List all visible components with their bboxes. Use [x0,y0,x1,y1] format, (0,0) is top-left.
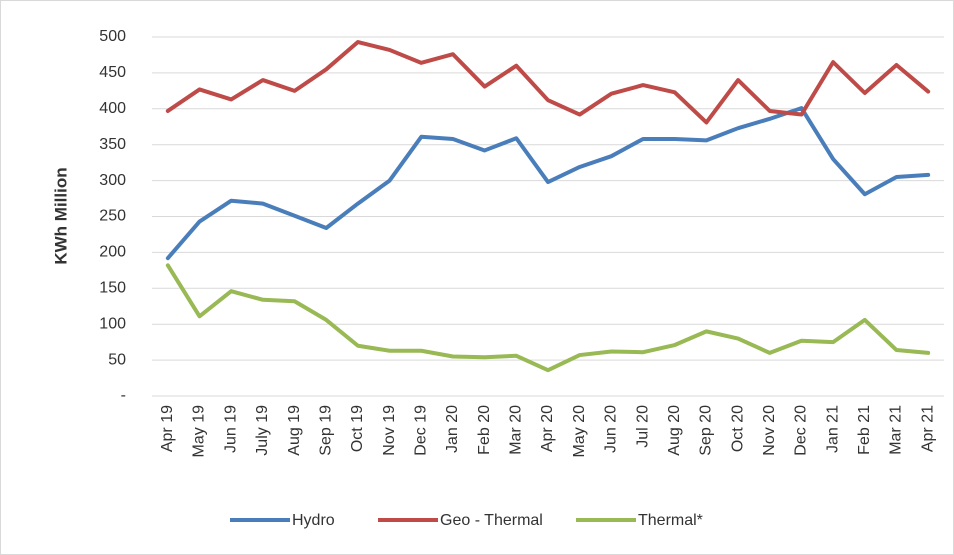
y-tick-label: 450 [99,64,126,81]
x-tick-label: May 19 [191,405,208,458]
y-tick-label: 150 [99,280,126,297]
x-tick-label: Oct 20 [729,405,746,452]
y-tick-label: 350 [99,136,126,153]
x-tick-label: July 19 [254,405,271,456]
y-tick-label: 50 [108,351,126,368]
x-tick-label: May 20 [571,405,588,458]
x-tick-label: Nov 19 [381,405,398,456]
x-tick-label: Feb 20 [476,405,493,455]
x-tick-label: Nov 20 [761,405,778,456]
x-tick-label: Apr 21 [919,405,936,452]
x-tick-label: Jul 20 [634,405,651,448]
x-tick-label: Sep 20 [698,405,715,456]
x-tick-label: Dec 19 [412,405,429,456]
y-tick-label: 100 [99,315,126,332]
y-tick-label: 250 [99,208,126,225]
series-line [165,263,931,373]
legend-label: Thermal* [638,512,703,529]
legend-label: Hydro [292,512,335,529]
x-tick-label: Mar 21 [888,405,905,455]
x-tick-label: Apr 19 [159,405,176,452]
x-tick-label: Oct 19 [349,405,366,452]
x-tick-label: Dec 20 [793,405,810,456]
x-tick-label: Aug 19 [286,405,303,456]
y-tick-label: 200 [99,244,126,261]
y-tick-label: - [121,387,126,404]
x-tick-label: Apr 20 [539,405,556,452]
y-axis-label: KWh Million [51,167,70,264]
y-tick-label: 400 [99,100,126,117]
x-tick-label: Feb 21 [856,405,873,455]
series-line [165,106,931,261]
x-tick-label: Jan 21 [824,405,841,453]
x-tick-label: Mar 20 [508,405,525,455]
series-line [165,40,931,125]
x-tick-label: Sep 19 [317,405,334,456]
x-tick-label: Jan 20 [444,405,461,453]
legend-label: Geo - Thermal [440,512,543,529]
y-tick-label: 500 [99,28,126,45]
x-tick-label: Jun 19 [222,405,239,453]
x-tick-label: Aug 20 [666,405,683,456]
x-tick-label: Jun 20 [603,405,620,453]
y-tick-label: 300 [99,172,126,189]
